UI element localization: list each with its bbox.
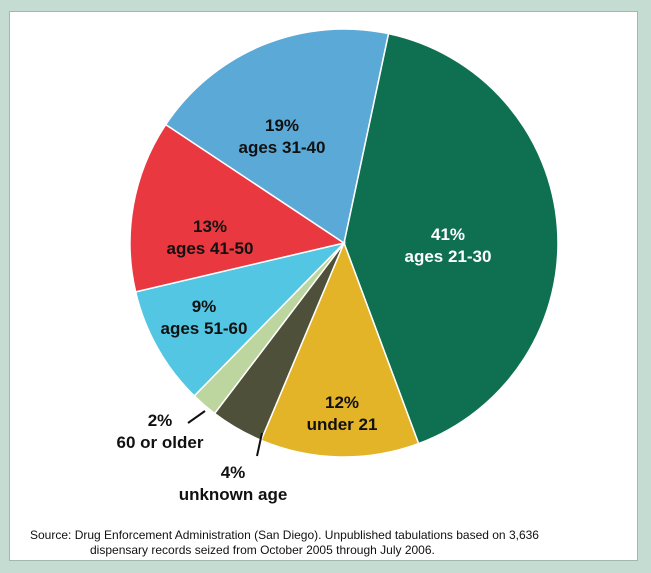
slice-category-label: ages 21-30 xyxy=(405,247,492,266)
leader-line xyxy=(187,410,206,424)
source-line-1: Source: Drug Enforcement Administration … xyxy=(30,528,539,542)
slice-category-label: ages 41-50 xyxy=(167,239,254,258)
slice-percent-label: 13% xyxy=(193,217,227,236)
slice-percent-label: 12% xyxy=(325,393,359,412)
slice-category-label: ages 51-60 xyxy=(161,319,248,338)
source-note: Source: Drug Enforcement Administration … xyxy=(30,528,640,558)
pie-slice-under-21 xyxy=(260,240,420,458)
slice-percent-label: 2% xyxy=(148,411,173,430)
slice-percent-label: 9% xyxy=(192,297,217,316)
pie-slice-ages-41-50 xyxy=(129,123,346,293)
source-line-2: dispensary records seized from October 2… xyxy=(90,543,435,557)
slice-category-label: unknown age xyxy=(179,485,288,504)
pie-slice-ages-21-30 xyxy=(343,32,559,445)
slice-percent-label: 19% xyxy=(265,116,299,135)
leader-line xyxy=(256,432,263,457)
pie-slice-ages-31-40 xyxy=(164,28,390,245)
slice-category-label: ages 31-40 xyxy=(239,138,326,157)
pie-slice-ages-51-60 xyxy=(134,241,347,397)
slice-percent-label: 4% xyxy=(221,463,246,482)
slice-percent-label: 41% xyxy=(431,225,465,244)
slice-category-label: 60 or older xyxy=(117,433,204,452)
slice-category-label: under 21 xyxy=(307,415,378,434)
